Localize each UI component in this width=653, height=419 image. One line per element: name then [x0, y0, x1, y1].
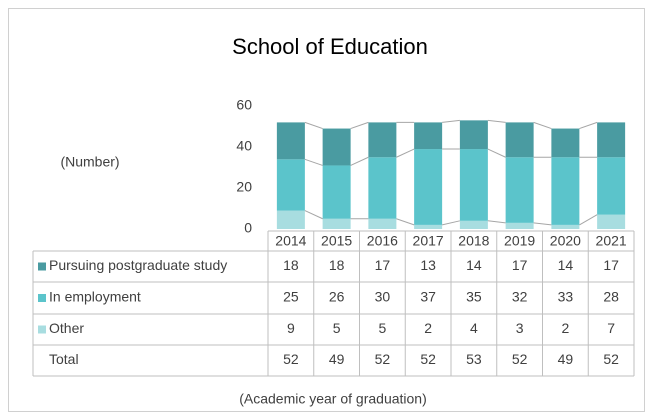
x-tick-label: 2021: [596, 233, 627, 249]
table-value: 37: [420, 289, 436, 305]
table-value: 3: [516, 320, 524, 336]
series-line: [442, 220, 460, 226]
total-value: 52: [283, 351, 299, 367]
table-value: 13: [420, 257, 436, 273]
legend-label: Other: [49, 320, 84, 336]
series-line: [304, 121, 323, 130]
bar-segment: [322, 218, 351, 229]
table-value: 14: [558, 257, 574, 273]
table-value: 35: [466, 289, 482, 305]
total-value: 52: [512, 351, 528, 367]
legend-label: In employment: [49, 289, 141, 305]
y-tick-label: 20: [236, 179, 252, 195]
series-line: [350, 156, 369, 166]
series-line: [304, 210, 323, 220]
bar-segment: [276, 159, 305, 211]
bar-segment: [459, 220, 488, 229]
bar-segment: [368, 122, 397, 158]
x-tick-label: 2015: [321, 233, 352, 249]
table-value: 5: [378, 320, 386, 336]
series-line: [579, 121, 598, 130]
bar-segment: [368, 157, 397, 219]
table-value: 32: [512, 289, 528, 305]
legend-label: Pursuing postgraduate study: [49, 257, 227, 273]
bar-segment: [368, 218, 397, 229]
series-line: [487, 119, 506, 123]
x-tick-label: 2014: [275, 233, 306, 249]
table-value: 17: [512, 257, 528, 273]
total-value: 49: [558, 351, 574, 367]
table-value: 18: [329, 257, 345, 273]
bar-segment: [276, 210, 305, 229]
table-value: 25: [283, 289, 299, 305]
table-value: 2: [424, 320, 432, 336]
table-value: 7: [607, 320, 615, 336]
table-value: 30: [375, 289, 391, 305]
table-value: 5: [333, 320, 341, 336]
table-value: 9: [287, 320, 295, 336]
series-line: [579, 214, 598, 226]
table-value: 26: [329, 289, 345, 305]
y-axis-label: (Number): [60, 154, 119, 170]
chart-title: School of Education: [232, 34, 428, 59]
series-line: [487, 148, 506, 158]
total-value: 52: [420, 351, 436, 367]
table-value: 2: [561, 320, 569, 336]
y-tick-label: 40: [236, 138, 252, 154]
series-line: [533, 121, 552, 130]
y-tick-label: 0: [244, 220, 252, 236]
series-line: [533, 222, 552, 226]
bar-segment: [551, 224, 580, 229]
x-tick-label: 2020: [550, 233, 581, 249]
total-value: 52: [603, 351, 619, 367]
bar-segment: [597, 122, 626, 158]
total-value: 49: [329, 351, 345, 367]
series-line: [350, 121, 369, 130]
table-value: 33: [558, 289, 574, 305]
series-line: [396, 148, 415, 158]
series-line: [396, 218, 415, 226]
bar-segment: [414, 149, 443, 225]
bar-segment: [597, 157, 626, 215]
total-value: 52: [375, 351, 391, 367]
table-value: 28: [603, 289, 619, 305]
y-tick-label: 60: [236, 97, 252, 113]
bar-segment: [414, 122, 443, 150]
legend-key: [38, 262, 46, 271]
total-value: 53: [466, 351, 482, 367]
table-value: 14: [466, 257, 482, 273]
bar-segment: [551, 157, 580, 225]
x-tick-label: 2016: [367, 233, 398, 249]
bar-segment: [505, 157, 534, 223]
total-label: Total: [49, 351, 79, 367]
legend-key: [38, 325, 46, 334]
series-line: [442, 119, 460, 123]
bar-segment: [597, 214, 626, 229]
table-value: 18: [283, 257, 299, 273]
table-value: 17: [603, 257, 619, 273]
bar-segment: [322, 165, 351, 219]
bar-segment: [414, 224, 443, 229]
series-line: [487, 220, 506, 224]
bar-segment: [459, 120, 488, 150]
bar-segment: [322, 128, 351, 166]
bar-segment: [276, 122, 305, 160]
x-tick-label: 2018: [458, 233, 489, 249]
bar-segment: [505, 122, 534, 158]
legend-key: [38, 294, 46, 302]
x-tick-label: 2017: [413, 233, 444, 249]
x-axis-label: (Academic year of graduation): [239, 391, 427, 407]
series-line: [304, 158, 323, 166]
x-tick-label: 2019: [504, 233, 535, 249]
bar-segment: [459, 149, 488, 221]
bar-segment: [551, 128, 580, 158]
table-value: 17: [375, 257, 391, 273]
table-value: 4: [470, 320, 478, 336]
bar-segment: [505, 222, 534, 229]
